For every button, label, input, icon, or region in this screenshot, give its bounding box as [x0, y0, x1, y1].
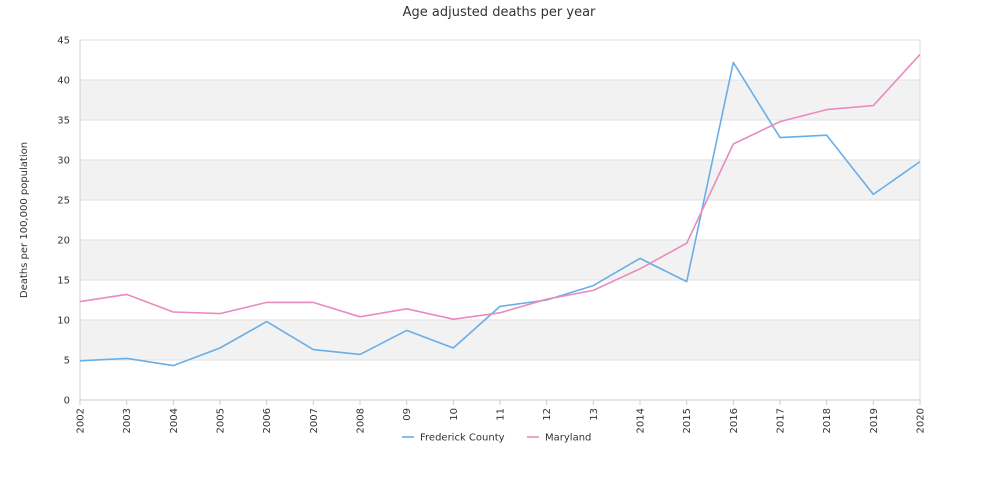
legend-item-frederick-county[interactable]: Frederick County: [402, 433, 505, 444]
x-tick-label: 2005: [216, 408, 227, 433]
grid-bands: [80, 80, 920, 360]
y-axis-ticks: 0 5 10 15 20 25 30 35 40 45: [57, 36, 70, 407]
y-tick-label: 0: [64, 396, 70, 407]
y-tick-label: 45: [57, 36, 70, 47]
x-tick-label: 13: [589, 408, 600, 421]
x-tick-label: 10: [449, 408, 460, 421]
grid-lines: [80, 39, 920, 401]
y-tick-label: 25: [57, 196, 70, 207]
legend-label: Maryland: [545, 433, 591, 444]
x-tick-label: 11: [496, 408, 507, 421]
legend[interactable]: Frederick County Maryland: [402, 433, 591, 444]
y-tick-label: 10: [57, 316, 70, 327]
y-tick-label: 20: [57, 236, 70, 247]
y-tick-label: 30: [57, 156, 70, 167]
x-tick-label: 2002: [76, 408, 87, 433]
series-line-maryland[interactable]: [79, 53, 921, 321]
x-tick-label: 2003: [122, 408, 133, 433]
grid-band: [80, 80, 920, 120]
x-tick-label: 2007: [309, 408, 320, 433]
x-tick-label: 12: [542, 408, 553, 421]
x-tick-label: 2016: [729, 408, 740, 433]
grid-band: [80, 320, 920, 360]
x-tick-label: 2015: [682, 408, 693, 433]
y-tick-label: 40: [57, 76, 70, 87]
grid-band: [80, 240, 920, 280]
grid-band: [80, 160, 920, 200]
x-tick-label: 2014: [636, 408, 647, 433]
y-tick-label: 15: [57, 276, 70, 287]
chart-title: Age adjusted deaths per year: [403, 5, 596, 20]
x-tick-label: 2018: [822, 408, 833, 433]
legend-label: Frederick County: [420, 433, 505, 444]
legend-item-maryland[interactable]: Maryland: [527, 433, 591, 444]
x-tick-label: 09: [402, 408, 413, 421]
y-tick-label: 5: [64, 356, 70, 367]
series-line-frederick-county[interactable]: [79, 61, 921, 367]
x-tick-label: 2006: [262, 408, 273, 433]
y-axis-label: Deaths per 100,000 population: [19, 142, 30, 298]
x-tick-label: 2004: [169, 408, 180, 433]
x-tick-label: 2019: [869, 408, 880, 433]
x-tick-label: 2020: [916, 408, 927, 433]
series-lines: [79, 53, 921, 367]
y-tick-label: 35: [57, 116, 70, 127]
x-axis-ticks: 2002 2003 2004 2005 2006 2007 2008 09 10 11 12 13 20…: [76, 400, 927, 433]
x-tick-label: 2008: [356, 408, 367, 433]
x-tick-label: 2017: [776, 408, 787, 433]
